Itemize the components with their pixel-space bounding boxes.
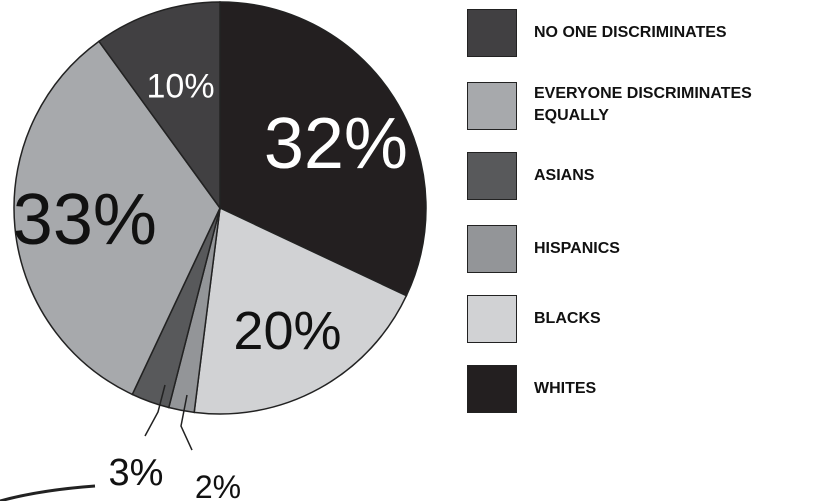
slice-labels: 32% 20% 2% 3% 33% 10% — [13, 68, 408, 501]
pie-slice-everyone-discriminates-equally — [13, 40, 221, 396]
legend-label: EVERYONE DISCRIMINATES EQUALLY — [534, 85, 752, 124]
slice-value-label: 33% — [13, 180, 157, 260]
legend-swatch — [467, 365, 517, 413]
legend-item: BLACKS — [467, 295, 812, 345]
legend-item: NO ONE DISCRIMINATES — [467, 9, 812, 59]
legend-swatch — [467, 9, 517, 57]
callout-line-hispanics — [180, 394, 193, 451]
legend-label: HISPANICS — [534, 240, 620, 257]
pie-slices — [13, 1, 427, 415]
pie-slice-whites — [219, 1, 427, 297]
decorative-swoosh — [0, 484, 96, 501]
legend-swatch — [467, 82, 517, 130]
slice-value-label: 3% — [109, 452, 164, 494]
legend-label: WHITES — [534, 380, 597, 397]
legend-item: EVERYONE DISCRIMINATES EQUALLY — [467, 82, 812, 132]
slice-value-label: 2% — [195, 469, 241, 501]
callout-lines — [144, 384, 193, 451]
legend-item: WHITES — [467, 365, 812, 415]
callout-line-asians — [144, 384, 166, 437]
legend-swatch — [467, 295, 517, 343]
slice-value-label: 20% — [233, 301, 341, 361]
legend-swatch — [467, 152, 517, 200]
legend-item: ASIANS — [467, 152, 812, 202]
slice-value-label: 10% — [147, 68, 215, 106]
slice-value-label: 32% — [264, 104, 408, 184]
legend-swatch — [467, 225, 517, 273]
legend-label: ASIANS — [534, 167, 595, 184]
pie-slice-no-one-discriminates — [97, 1, 221, 211]
legend-item: HISPANICS — [467, 225, 812, 275]
pie-slice-blacks — [193, 206, 408, 415]
legend-label: NO ONE DISCRIMINATES — [534, 24, 727, 41]
legend-label: BLACKS — [534, 310, 601, 327]
